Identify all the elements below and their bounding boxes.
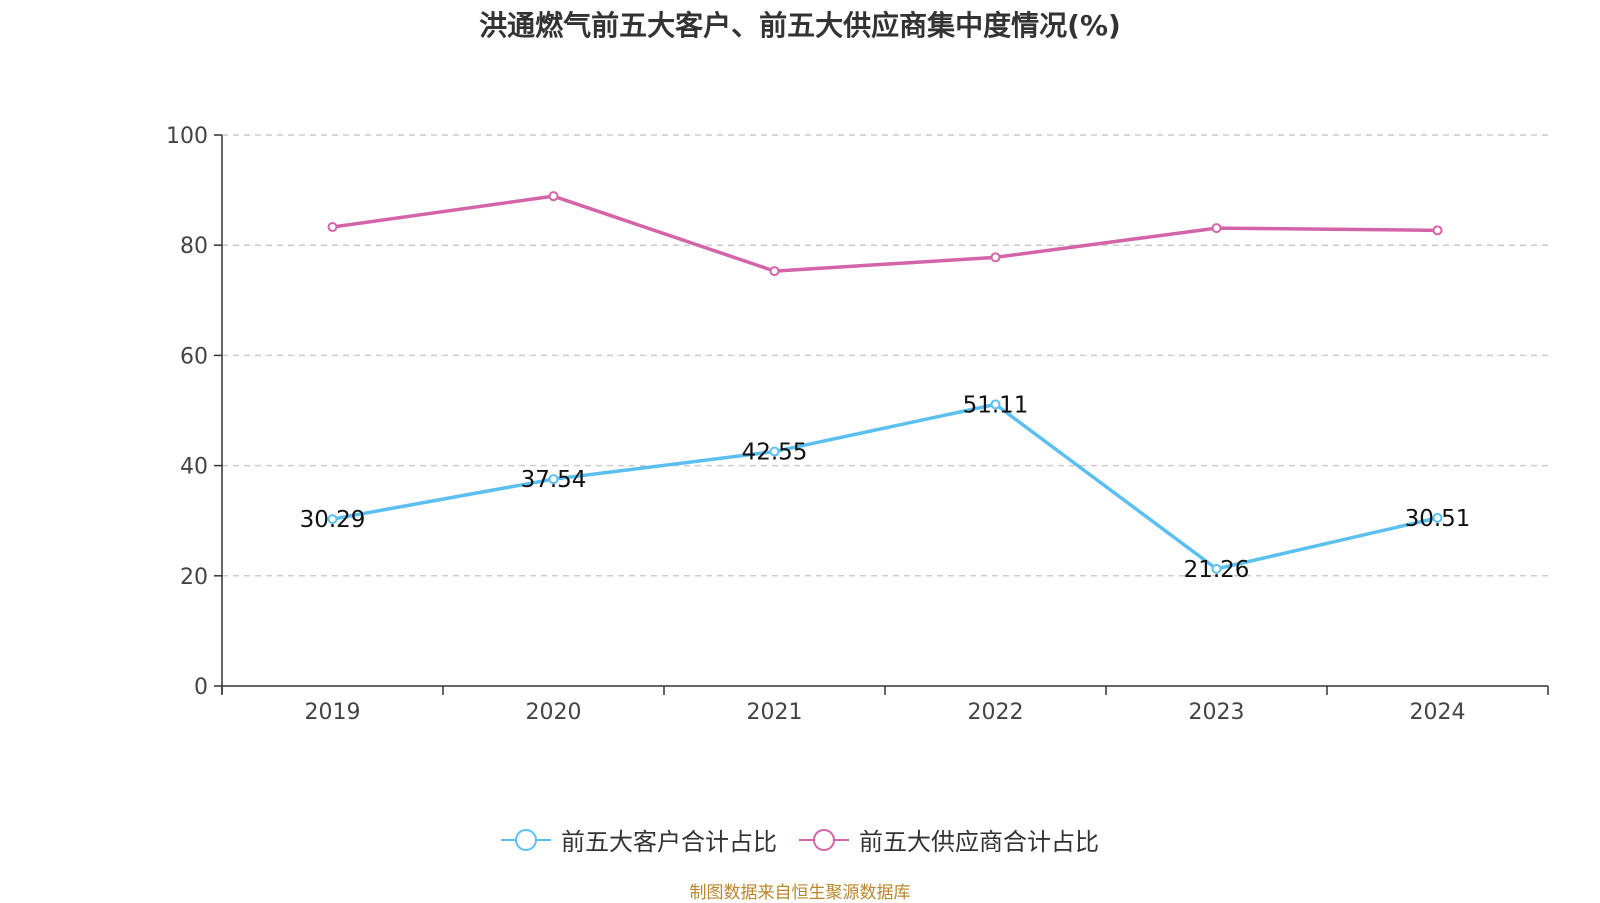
- data-point: [990, 252, 1001, 263]
- y-tick-label: 40: [180, 455, 208, 480]
- data-point: [1211, 223, 1222, 234]
- data-point: [327, 514, 338, 525]
- data-label: 51.11: [963, 392, 1029, 418]
- x-tick-label: 2021: [747, 700, 803, 725]
- legend-item-suppliers[interactable]: 前五大供应商合计占比: [799, 822, 1099, 857]
- data-label: 42.55: [742, 440, 808, 466]
- data-point: [327, 222, 338, 233]
- legend-line-circle-icon: [799, 828, 849, 851]
- series-line-1: [332, 402, 1438, 571]
- y-tick-label: 60: [180, 344, 208, 369]
- x-tick-label: 2019: [305, 700, 361, 725]
- legend: 前五大客户合计占比 前五大供应商合计占比: [0, 822, 1600, 857]
- y-tick-label: 80: [180, 234, 208, 259]
- x-tick-label: 2024: [1410, 700, 1466, 725]
- data-label: 37.54: [521, 467, 587, 493]
- data-point: [769, 446, 780, 457]
- data-label: 30.29: [300, 507, 366, 533]
- legend-label: 前五大客户合计占比: [561, 828, 777, 856]
- legend-item-customers[interactable]: 前五大客户合计占比: [501, 822, 777, 857]
- data-point: [990, 399, 1001, 410]
- legend-label: 前五大供应商合计占比: [859, 828, 1099, 856]
- data-point: [1432, 512, 1443, 523]
- x-tick-label: 2022: [968, 700, 1024, 725]
- x-tick-label: 2020: [526, 700, 582, 725]
- data-point: [1432, 225, 1443, 236]
- source-note: 制图数据来自恒生聚源数据库: [689, 883, 911, 903]
- legend-line-circle-icon: [501, 828, 551, 851]
- data-point: [769, 266, 780, 277]
- y-tick-label: 20: [180, 565, 208, 590]
- x-tick-label: 2023: [1189, 700, 1245, 725]
- data-point: [548, 474, 559, 485]
- line-chart: 0 20 40 60 80 100 2019 2020 2021 2022 2023 2024 30.2…: [166, 124, 1549, 725]
- data-point: [548, 191, 559, 202]
- series-line-2: [332, 194, 1438, 273]
- data-label: 21.26: [1184, 557, 1250, 583]
- y-tick-label: 0: [194, 675, 208, 700]
- chart-title: 洪通燃气前五大客户、前五大供应商集中度情况(%): [479, 9, 1121, 42]
- data-point: [1211, 563, 1222, 574]
- y-tick-label: 100: [166, 124, 208, 149]
- data-label: 30.51: [1405, 506, 1471, 532]
